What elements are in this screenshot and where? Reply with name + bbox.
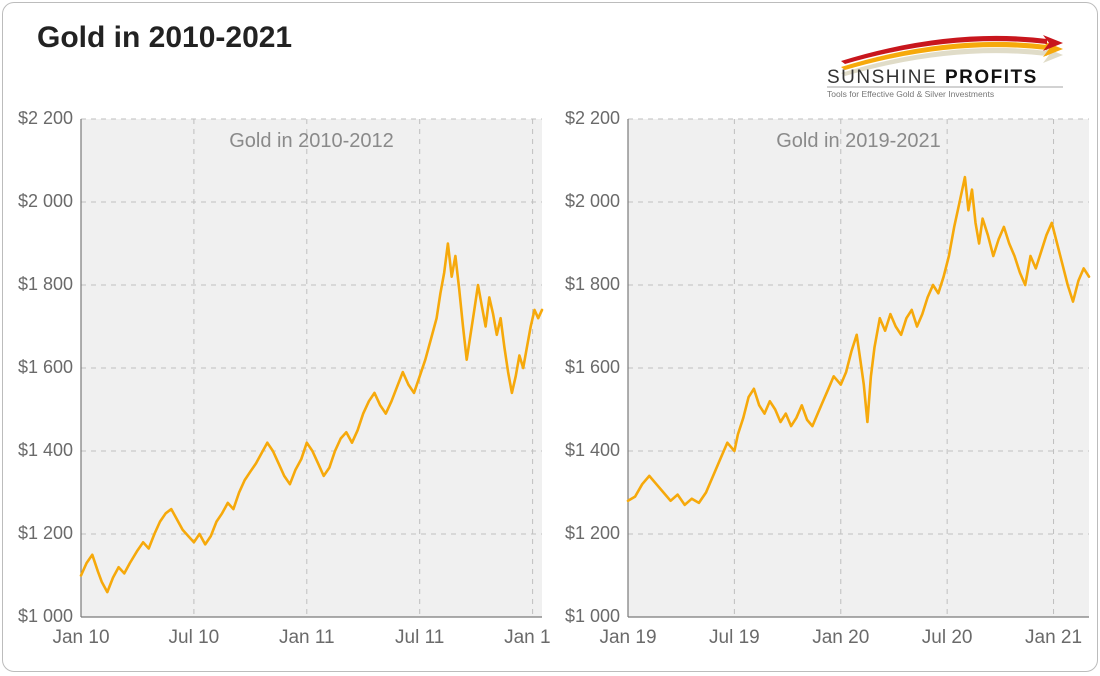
x-tick-label: Jan 11 [279, 627, 335, 648]
y-tick-label: $2 000 [565, 191, 620, 211]
y-tick-label: $1 200 [565, 523, 620, 543]
x-tick-label: Jan 21 [1025, 627, 1082, 648]
y-tick-label: $1 400 [565, 440, 620, 460]
x-tick-label: Jul 11 [395, 627, 444, 648]
panel-title: Gold in 2019-2021 [776, 130, 941, 152]
chart-svg-right: $1 000 $1 200 $1 400 $1 600 $1 800 $2 000 $2 2… [550, 111, 1097, 663]
chart-frame: Gold in 2010-2021 SUNSHINE PROFITSTools … [2, 2, 1098, 672]
x-tick-label: Jan 19 [599, 627, 656, 648]
y-tick-label: $1 200 [18, 523, 73, 543]
brand-logo: SUNSHINE PROFITSTools for Effective Gold… [811, 31, 1071, 101]
logo-text-top: SUNSHINE [827, 67, 937, 88]
main-title: Gold in 2010-2021 [37, 21, 292, 55]
chart-panel-left: $1 000 $1 200 $1 400 $1 600 $1 800 $2 000 $2 2… [3, 111, 550, 663]
x-tick-label: Jan 12 [504, 627, 550, 648]
y-tick-label: $1 800 [565, 274, 620, 294]
logo-text-top-b: PROFITS [945, 67, 1038, 88]
y-tick-label: $1 000 [565, 606, 620, 626]
logo-svg: SUNSHINE PROFITSTools for Effective Gold… [811, 31, 1071, 101]
x-tick-label: Jul 10 [169, 627, 220, 648]
y-tick-label: $1 600 [565, 357, 620, 377]
chart-svg-left: $1 000 $1 200 $1 400 $1 600 $1 800 $2 000 $2 2… [3, 111, 550, 663]
y-tick-label: $1 600 [18, 357, 73, 377]
y-tick-label: $1 000 [18, 606, 73, 626]
chart-panel-right: $1 000 $1 200 $1 400 $1 600 $1 800 $2 000 $2 2… [550, 111, 1097, 663]
logo-tagline: Tools for Effective Gold & Silver Invest… [827, 89, 994, 99]
y-tick-label: $2 000 [18, 191, 73, 211]
x-tick-label: Jan 10 [52, 627, 109, 648]
x-tick-label: Jan 20 [812, 627, 869, 648]
x-tick-label: Jul 20 [922, 627, 973, 648]
y-tick-label: $2 200 [565, 111, 620, 128]
y-tick-label: $1 800 [18, 274, 73, 294]
x-tick-label: Jul 19 [709, 627, 760, 648]
charts-row: $1 000 $1 200 $1 400 $1 600 $1 800 $2 000 $2 2… [3, 111, 1097, 663]
y-tick-label: $2 200 [18, 111, 73, 128]
panel-title: Gold in 2010-2012 [229, 130, 394, 152]
y-tick-label: $1 400 [18, 440, 73, 460]
